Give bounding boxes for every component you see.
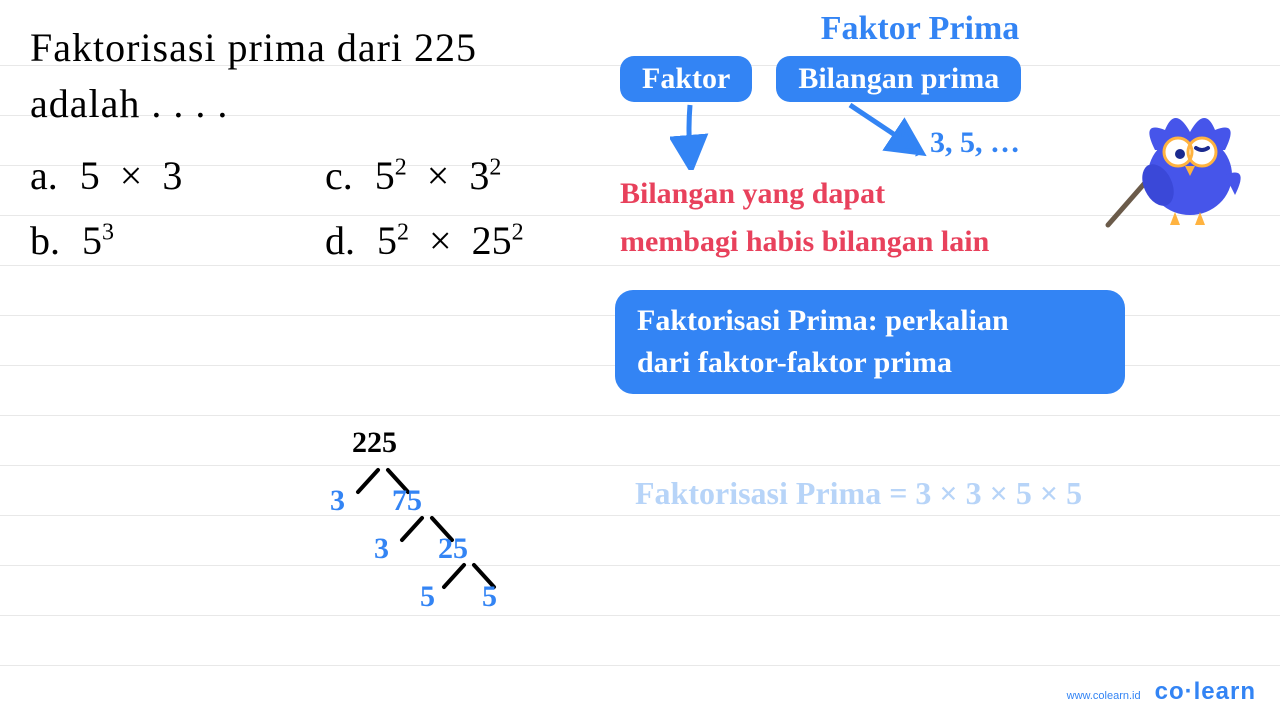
explanation-block: Faktor Prima Faktor Bilangan prima (620, 10, 1260, 102)
option-c: c. 52 × 32 (325, 152, 610, 199)
tree-node-25: 25 (438, 532, 468, 566)
question-line-1: Faktorisasi prima dari 225 (30, 20, 610, 76)
tree-node-3a: 3 (330, 484, 345, 518)
heading-faktor-prima: Faktor Prima (580, 10, 1260, 48)
prime-list: 2, 3, 5, … (900, 126, 1020, 160)
option-letter: c. (325, 152, 353, 199)
faktor-definition: Bilangan yang dapat membagi habis bilang… (620, 170, 989, 266)
option-letter: b. (30, 217, 60, 264)
tree-node-5b: 5 (482, 580, 497, 614)
footer-url: www.colearn.id (1067, 690, 1141, 702)
def-line-1: Faktorisasi Prima: perkalian (637, 300, 1103, 342)
option-letter: a. (30, 152, 58, 199)
option-a: a. 5 × 3 (30, 152, 315, 199)
tree-node-225: 225 (352, 426, 397, 460)
faded-answer: Faktorisasi Prima = 3 × 3 × 5 × 5 (635, 475, 1082, 512)
option-letter: d. (325, 217, 355, 264)
tree-node-5a: 5 (420, 580, 435, 614)
chip-faktor: Faktor (620, 56, 752, 102)
option-c-expr: 52 × 32 (375, 152, 502, 199)
faktorisasi-definition-box: Faktorisasi Prima: perkalian dari faktor… (615, 290, 1125, 394)
option-b-expr: 53 (82, 217, 114, 264)
chip-bilangan-prima: Bilangan prima (776, 56, 1021, 102)
footer: www.colearn.id co·learn (1067, 678, 1256, 706)
def-line-2: dari faktor-faktor prima (637, 342, 1103, 384)
question-block: Faktorisasi prima dari 225 adalah . . . … (30, 20, 610, 264)
tree-node-3b: 3 (374, 532, 389, 566)
options-grid: a. 5 × 3 c. 52 × 32 b. 53 d. 52 (30, 152, 610, 264)
faktor-def-line-2: membagi habis bilangan lain (620, 218, 989, 266)
option-d: d. 52 × 252 (325, 217, 610, 264)
owl-mascot-icon (1100, 90, 1250, 240)
arrow-from-faktor-icon (670, 100, 730, 170)
tree-node-75: 75 (392, 484, 422, 518)
option-b: b. 53 (30, 217, 315, 264)
option-a-expr: 5 × 3 (80, 152, 183, 199)
footer-logo: co·learn (1155, 678, 1256, 706)
faktor-def-line-1: Bilangan yang dapat (620, 170, 989, 218)
option-d-expr: 52 × 252 (377, 217, 524, 264)
question-line-2: adalah . . . . (30, 76, 610, 132)
